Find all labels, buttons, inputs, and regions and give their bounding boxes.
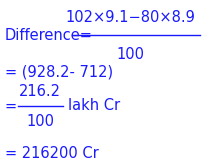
Text: 102×9.1−80×8.9: 102×9.1−80×8.9 <box>65 10 195 26</box>
Text: 100: 100 <box>116 48 144 62</box>
Text: 100: 100 <box>26 114 54 129</box>
Text: 216.2: 216.2 <box>19 83 61 98</box>
Text: = 216200 Cr: = 216200 Cr <box>5 146 99 161</box>
Text: =: = <box>5 98 17 114</box>
Text: = (928.2- 712): = (928.2- 712) <box>5 65 113 79</box>
Text: Difference=: Difference= <box>5 28 93 43</box>
Text: lakh Cr: lakh Cr <box>68 98 120 114</box>
